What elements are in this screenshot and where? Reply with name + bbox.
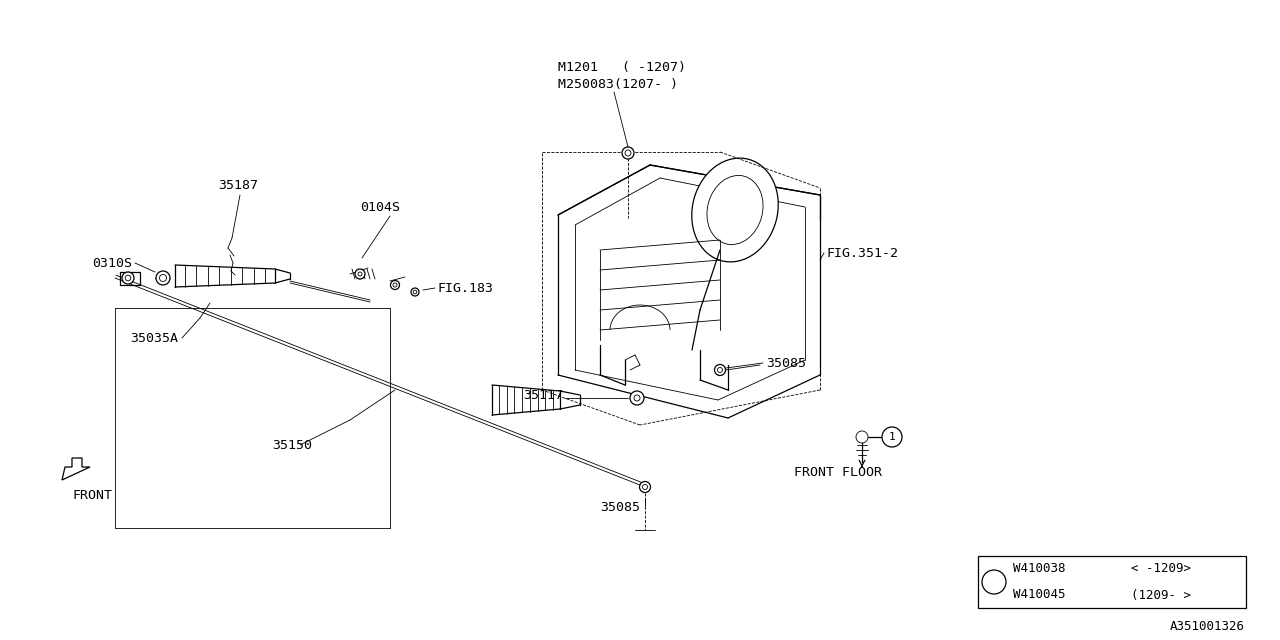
Text: W410038: W410038 xyxy=(1012,563,1065,575)
Text: FRONT: FRONT xyxy=(72,488,113,502)
Text: (1209- >: (1209- > xyxy=(1132,589,1190,602)
Circle shape xyxy=(640,481,650,493)
Text: 35117: 35117 xyxy=(524,388,563,401)
Circle shape xyxy=(355,269,365,279)
Circle shape xyxy=(625,150,631,156)
Circle shape xyxy=(622,147,634,159)
Text: < -1209>: < -1209> xyxy=(1132,563,1190,575)
Circle shape xyxy=(122,272,134,284)
Text: 35150: 35150 xyxy=(273,438,312,451)
Text: 1: 1 xyxy=(991,575,997,589)
Bar xyxy=(978,556,1245,608)
Circle shape xyxy=(393,283,397,287)
Circle shape xyxy=(714,365,726,376)
Text: 1: 1 xyxy=(888,432,896,442)
Text: 35187: 35187 xyxy=(218,179,259,191)
Circle shape xyxy=(125,275,131,281)
Circle shape xyxy=(982,570,1006,594)
Text: M1201   ( -1207): M1201 ( -1207) xyxy=(558,61,686,74)
Text: A351001326: A351001326 xyxy=(1170,621,1245,634)
Circle shape xyxy=(411,288,419,296)
Circle shape xyxy=(358,272,362,276)
Text: 35035A: 35035A xyxy=(131,332,178,344)
Circle shape xyxy=(856,431,868,443)
Text: 35085: 35085 xyxy=(765,356,806,369)
Text: M250083(1207- ): M250083(1207- ) xyxy=(558,77,678,90)
Circle shape xyxy=(643,484,648,490)
Circle shape xyxy=(634,395,640,401)
Circle shape xyxy=(160,275,166,282)
Circle shape xyxy=(156,271,170,285)
Text: 35085: 35085 xyxy=(600,500,640,513)
Circle shape xyxy=(882,427,902,447)
Text: FIG.351-2: FIG.351-2 xyxy=(826,246,899,259)
Text: 0310S: 0310S xyxy=(92,257,132,269)
Text: FIG.183: FIG.183 xyxy=(436,282,493,294)
Ellipse shape xyxy=(691,158,778,262)
Text: W410045: W410045 xyxy=(1012,589,1065,602)
Circle shape xyxy=(630,391,644,405)
Text: 0104S: 0104S xyxy=(360,200,401,214)
Circle shape xyxy=(390,280,399,289)
Circle shape xyxy=(413,290,417,294)
Circle shape xyxy=(718,367,722,372)
Text: FRONT FLOOR: FRONT FLOOR xyxy=(794,465,882,479)
Polygon shape xyxy=(61,458,90,480)
